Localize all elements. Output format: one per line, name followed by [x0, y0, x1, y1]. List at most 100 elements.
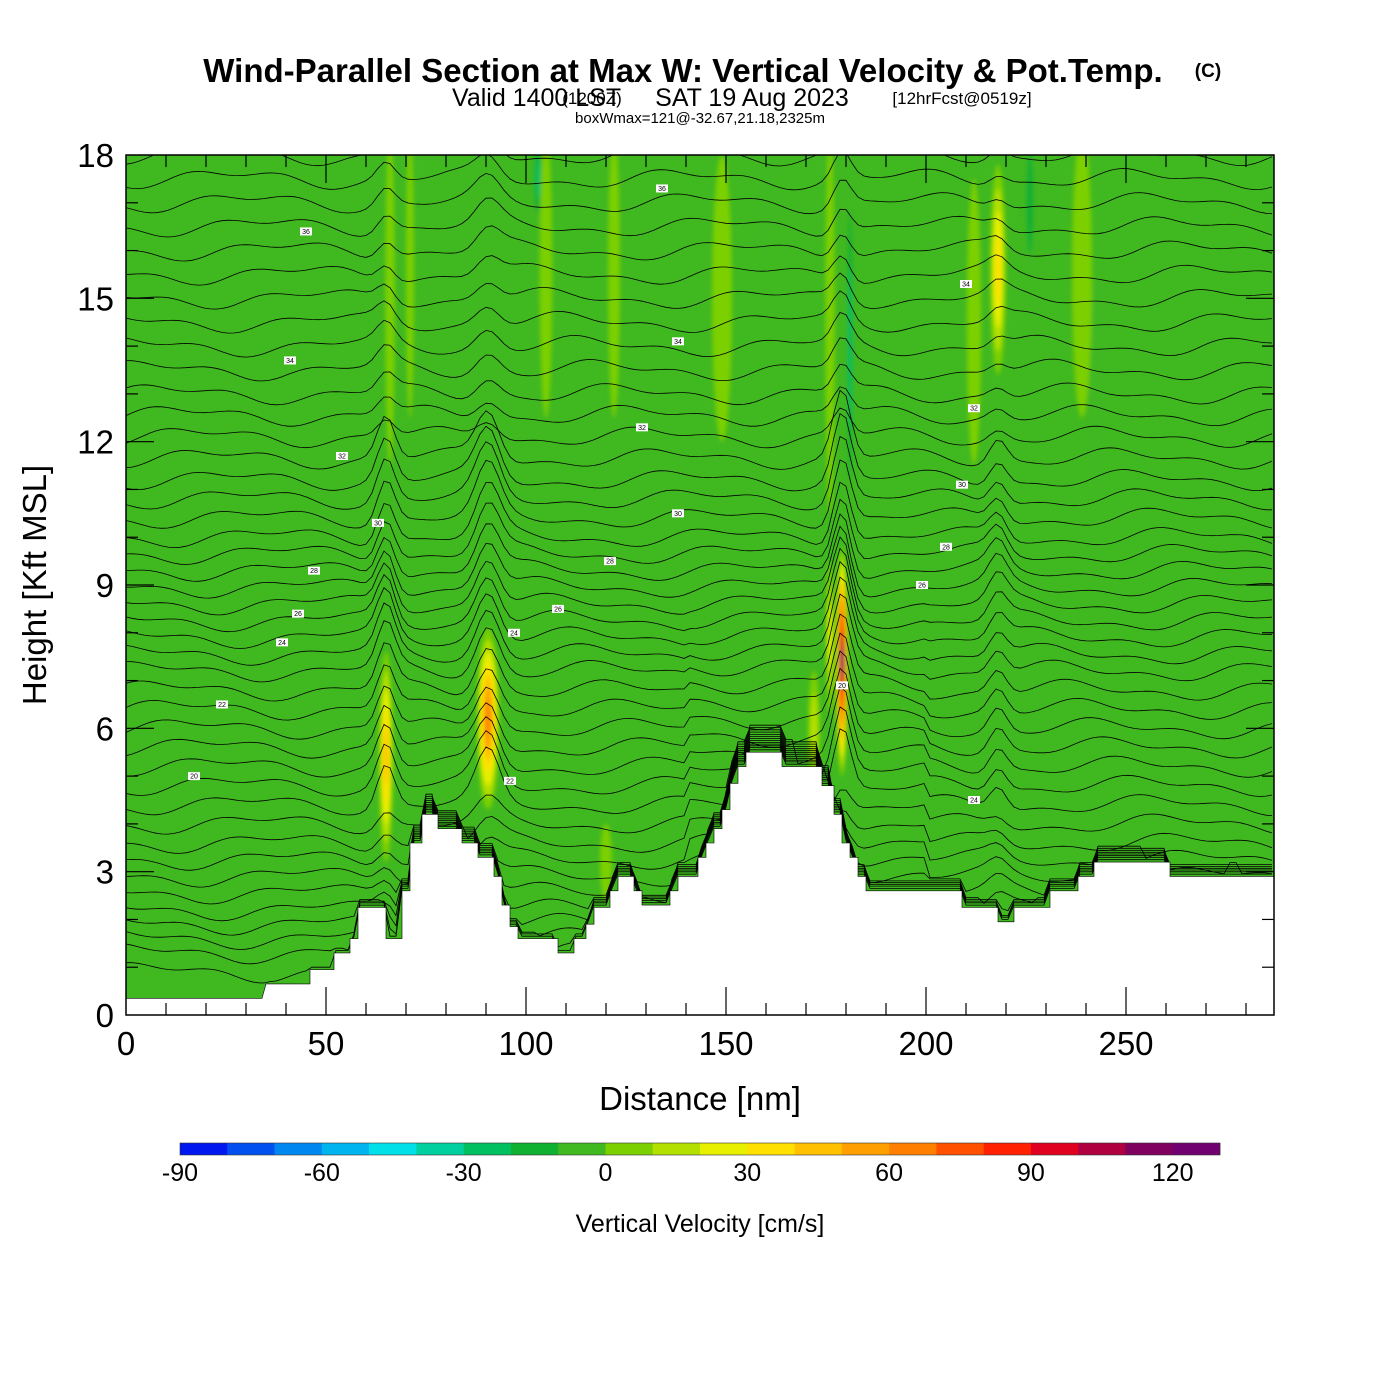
colorbar-tick-label: 0 [599, 1159, 613, 1187]
chart-title: Wind-Parallel Section at Max W: Vertical… [203, 52, 1162, 89]
theta-contour-line [126, 593, 1273, 683]
contour-label-text: 24 [278, 640, 286, 647]
downdraft-cell [1088, 274, 1108, 514]
contour-label-background [284, 356, 296, 365]
contour-label-text: 20 [838, 683, 846, 690]
theta-contour-line [126, 459, 1273, 529]
theta-contour-line [126, 498, 1273, 565]
y-tick-label: 0 [96, 997, 114, 1034]
theta-contour-line [126, 731, 1273, 835]
colorbar-cell [841, 1143, 890, 1155]
contour-label: 30 [672, 509, 684, 518]
colorbar-cell [1078, 1143, 1126, 1155]
colorbar-cell [747, 1143, 795, 1155]
updraft-cell [539, 155, 553, 418]
contour-label-background [836, 681, 848, 690]
updraft-cell [485, 700, 491, 737]
contour-label-background [336, 452, 348, 460]
contour-label-background [960, 280, 972, 288]
potential-temperature-contours [126, 155, 1273, 984]
theta-contour-line [126, 413, 1273, 492]
contour-label-background [656, 184, 668, 193]
colorbar-cell [605, 1143, 654, 1155]
theta-contour-line [126, 386, 1273, 427]
terrain-outline [126, 751, 1274, 999]
contour-label: 26 [916, 581, 928, 590]
contour-label-text: 34 [962, 282, 970, 289]
contour-label: 30 [372, 518, 384, 527]
theta-contour-line [126, 536, 1273, 616]
contour-label-text: 24 [510, 630, 518, 637]
theta-contour-line [126, 254, 1273, 286]
contour-label-background [604, 557, 616, 566]
contour-label: 32 [336, 452, 348, 461]
y-tick-label: 6 [96, 710, 114, 747]
contour-label-background [504, 776, 516, 785]
contour-label-text: 26 [294, 611, 302, 618]
colorbar-cell [936, 1143, 984, 1155]
theta-contour-line [126, 407, 1273, 449]
theta-contour-line [126, 363, 1273, 406]
x-axis-label: Distance [nm] [599, 1080, 801, 1117]
y-axis-label: Height [Kft MSL] [16, 465, 53, 705]
contour-label: 28 [604, 557, 616, 566]
contour-label-background [508, 628, 520, 637]
theta-contour-line [126, 197, 1273, 238]
colorbar-cell [700, 1143, 748, 1155]
contour-label-text: 36 [302, 229, 310, 236]
colorbar-cell [369, 1143, 417, 1155]
colorbar-frame [179, 1142, 1221, 1156]
downdraft-cell [919, 642, 933, 815]
updraft-cell [966, 178, 982, 466]
updraft-cell [825, 155, 835, 514]
plot-area: 2022242628303234362426283032343620222628… [77, 137, 1275, 1062]
contour-label: 34 [960, 280, 972, 289]
colorbar-cell [794, 1143, 843, 1155]
x-tick-label: 100 [498, 1025, 553, 1062]
theta-contour-line [126, 513, 1273, 582]
contour-label-text: 28 [942, 544, 950, 551]
contour-label-text: 30 [374, 520, 382, 527]
updraft-cell [712, 155, 732, 442]
colorbar-tick-label: 30 [733, 1159, 761, 1187]
contour-label: 20 [836, 681, 848, 690]
colorbar-cells [179, 1142, 1221, 1156]
theta-contour-line [126, 706, 1273, 797]
updraft-cell [385, 155, 395, 466]
contour-label: 24 [276, 638, 288, 647]
contour-label-background [636, 423, 648, 432]
theta-contour-line [126, 312, 1273, 358]
colorbar-title: Vertical Velocity [cm/s] [576, 1210, 825, 1238]
theta-contour-line [126, 172, 1273, 215]
colorbar-cell [180, 1143, 228, 1155]
contour-label: 26 [292, 609, 304, 618]
colorbar-tick-labels: -90 -60 -30 0 30 60 90 120 [162, 1159, 1194, 1187]
colorbar-cell [558, 1143, 606, 1155]
x-axis-ticks: 0 50 100 150 200 250 [117, 155, 1247, 1062]
contour-label: 36 [300, 227, 312, 236]
theta-contour-line [126, 667, 1273, 759]
contour-label-text: 22 [218, 702, 226, 709]
contour-label: 32 [636, 423, 648, 432]
colorbar-cell [463, 1143, 512, 1155]
box-wmax-info: boxWmax=121@-32.67,21.18,2325m [575, 110, 825, 127]
theta-contour-line [126, 389, 1273, 470]
y-tick-label: 9 [96, 567, 114, 604]
contour-label-background [940, 542, 952, 551]
contour-label: 34 [284, 356, 296, 365]
contour-label-text: 32 [338, 454, 346, 461]
theta-contour-line [126, 225, 1273, 262]
contour-label-background [216, 700, 228, 709]
theta-contour-line [126, 632, 1273, 721]
colorbar-tick-label: -30 [446, 1159, 482, 1187]
y-tick-label: 15 [77, 280, 114, 317]
colorbar-cell [1172, 1143, 1221, 1155]
contour-label: 36 [656, 184, 668, 193]
theta-contour-line [126, 155, 1273, 191]
theta-contour-line [126, 435, 1272, 511]
colorbar-cell [1125, 1143, 1174, 1155]
contour-label-background [968, 404, 980, 413]
valid-time-prefix: Valid 1400 LST [452, 84, 621, 112]
